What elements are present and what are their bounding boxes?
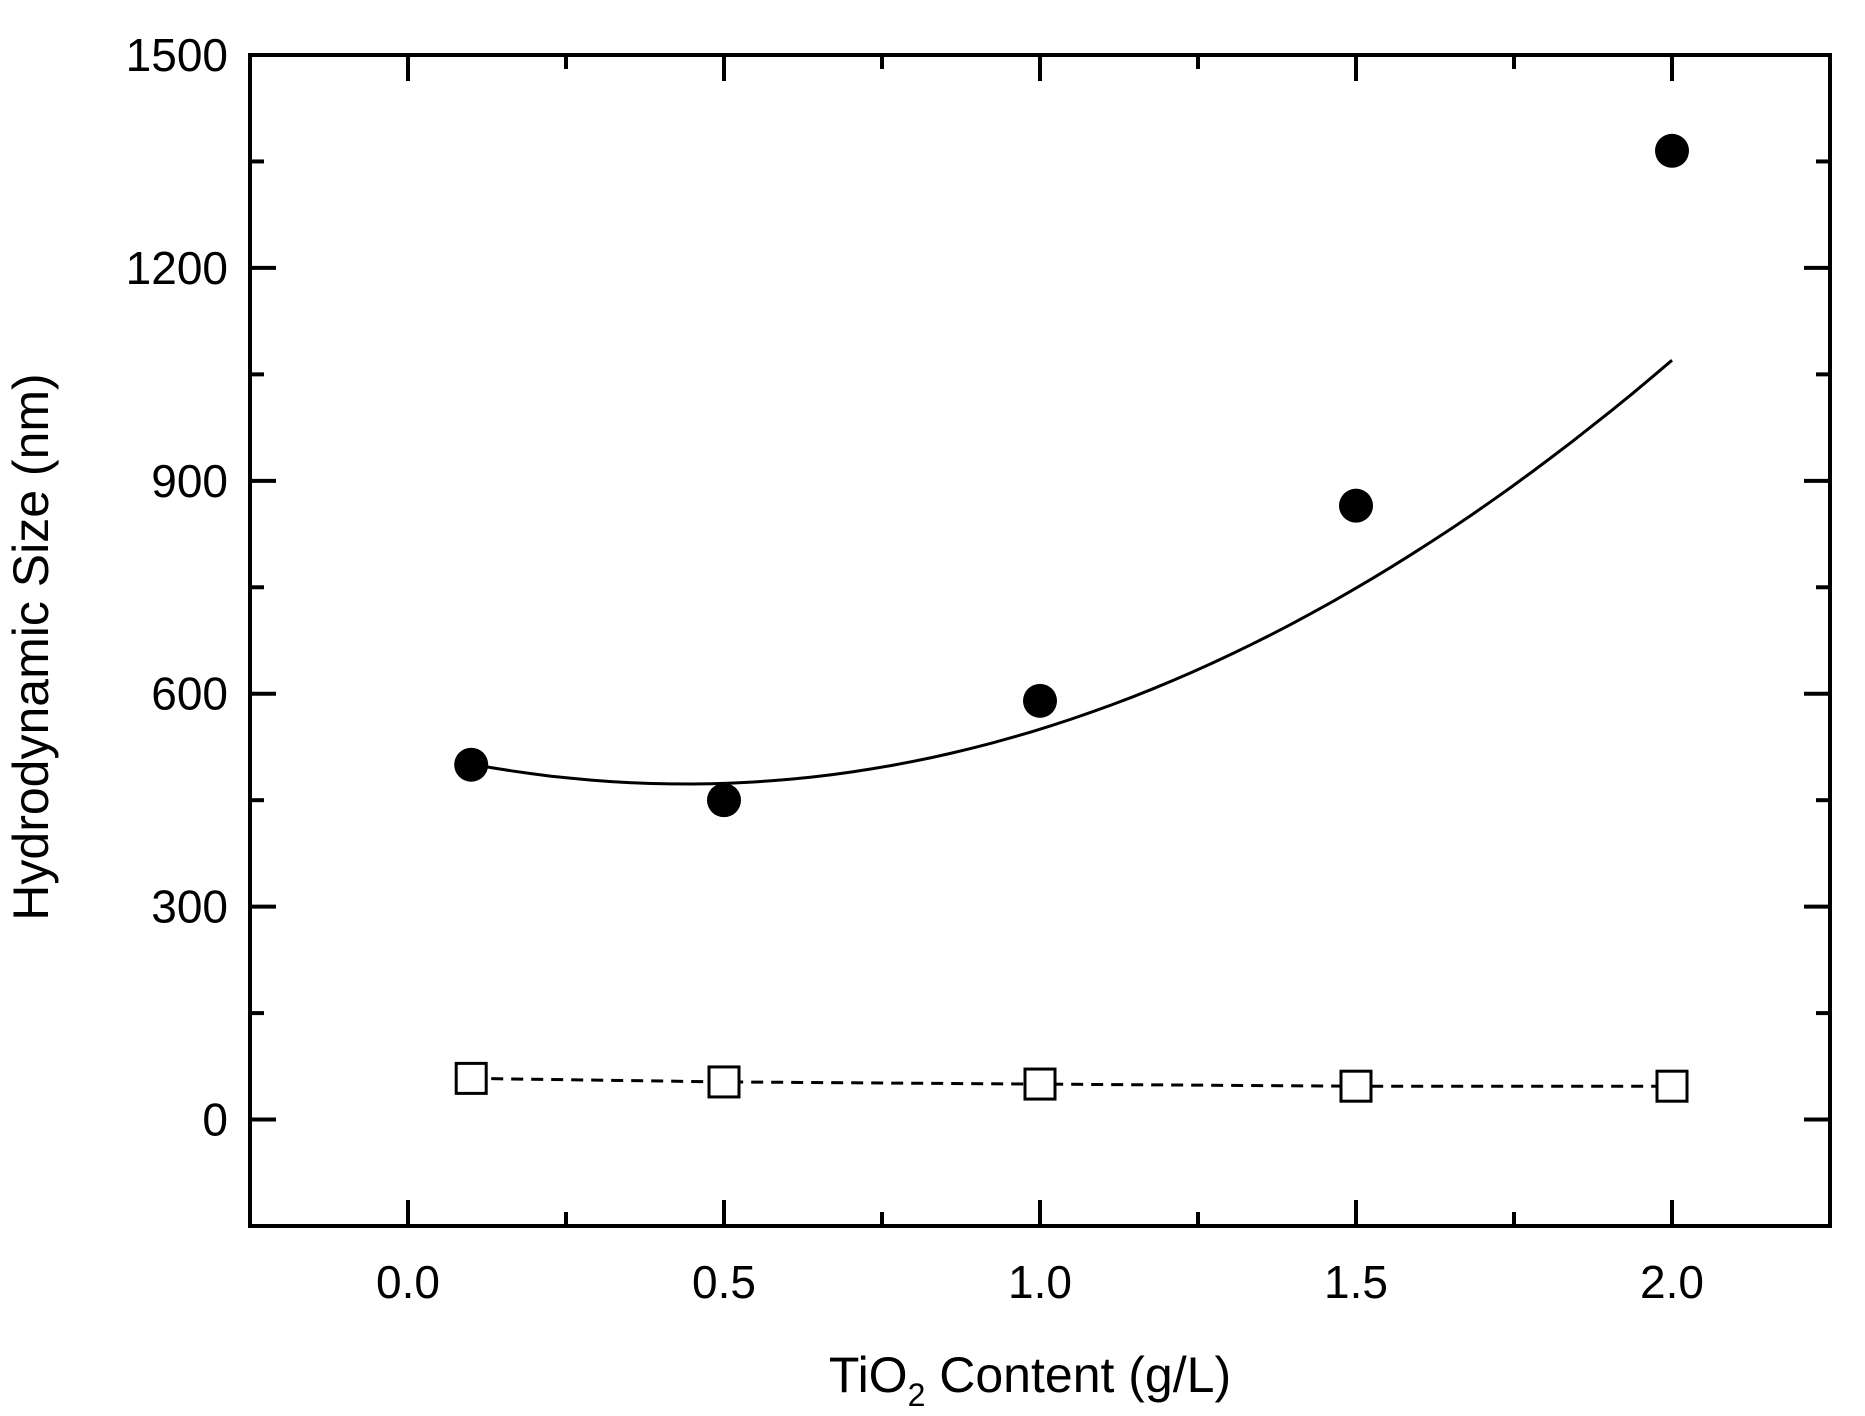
data-point-open-square	[707, 1065, 741, 1099]
y-tick-label: 600	[151, 668, 228, 720]
dashed-fit-line	[471, 1076, 1672, 1088]
data-point-filled-circle	[454, 747, 489, 782]
x-axis-title-main: TiO	[829, 1347, 908, 1403]
data-point-open-square	[1655, 1069, 1689, 1103]
data-point-filled-circle	[707, 783, 741, 818]
x-tick-label: 1.5	[1324, 1256, 1388, 1308]
x-axis-title-rest: Content (g/L)	[925, 1347, 1231, 1403]
data-point-open-square	[1339, 1069, 1373, 1103]
plot-area	[454, 133, 1689, 1103]
y-tick-label: 1200	[126, 242, 228, 294]
y-tick-label: 300	[151, 881, 228, 933]
x-tick-label: 0.0	[376, 1256, 440, 1308]
x-tick-label: 2.0	[1640, 1256, 1704, 1308]
y-tick-label: 900	[151, 455, 228, 507]
data-point-open-square	[1023, 1067, 1057, 1101]
data-point-filled-circle	[1339, 488, 1373, 523]
solid-fit-line	[470, 359, 1673, 786]
x-tick-label: 1.0	[1008, 1256, 1072, 1308]
x-axis-title-subscript: 2	[908, 1377, 926, 1413]
y-tick-label: 1500	[126, 29, 228, 81]
data-point-filled-circle	[1023, 683, 1057, 718]
data-point-open-square	[454, 1061, 488, 1095]
x-tick-label: 0.5	[692, 1256, 756, 1308]
y-axis-title: Hydrodynamic Size (nm)	[3, 373, 59, 920]
plot-frame	[248, 53, 1832, 1228]
data-point-filled-circle	[1655, 133, 1689, 168]
y-tick-label: 0	[202, 1094, 228, 1146]
x-axis-title: TiO2 Content (g/L)	[829, 1347, 1231, 1413]
axes: 0.0 0.5 1.0 1.5 2.0 0 300 600 900 1200 1500	[126, 29, 1832, 1308]
